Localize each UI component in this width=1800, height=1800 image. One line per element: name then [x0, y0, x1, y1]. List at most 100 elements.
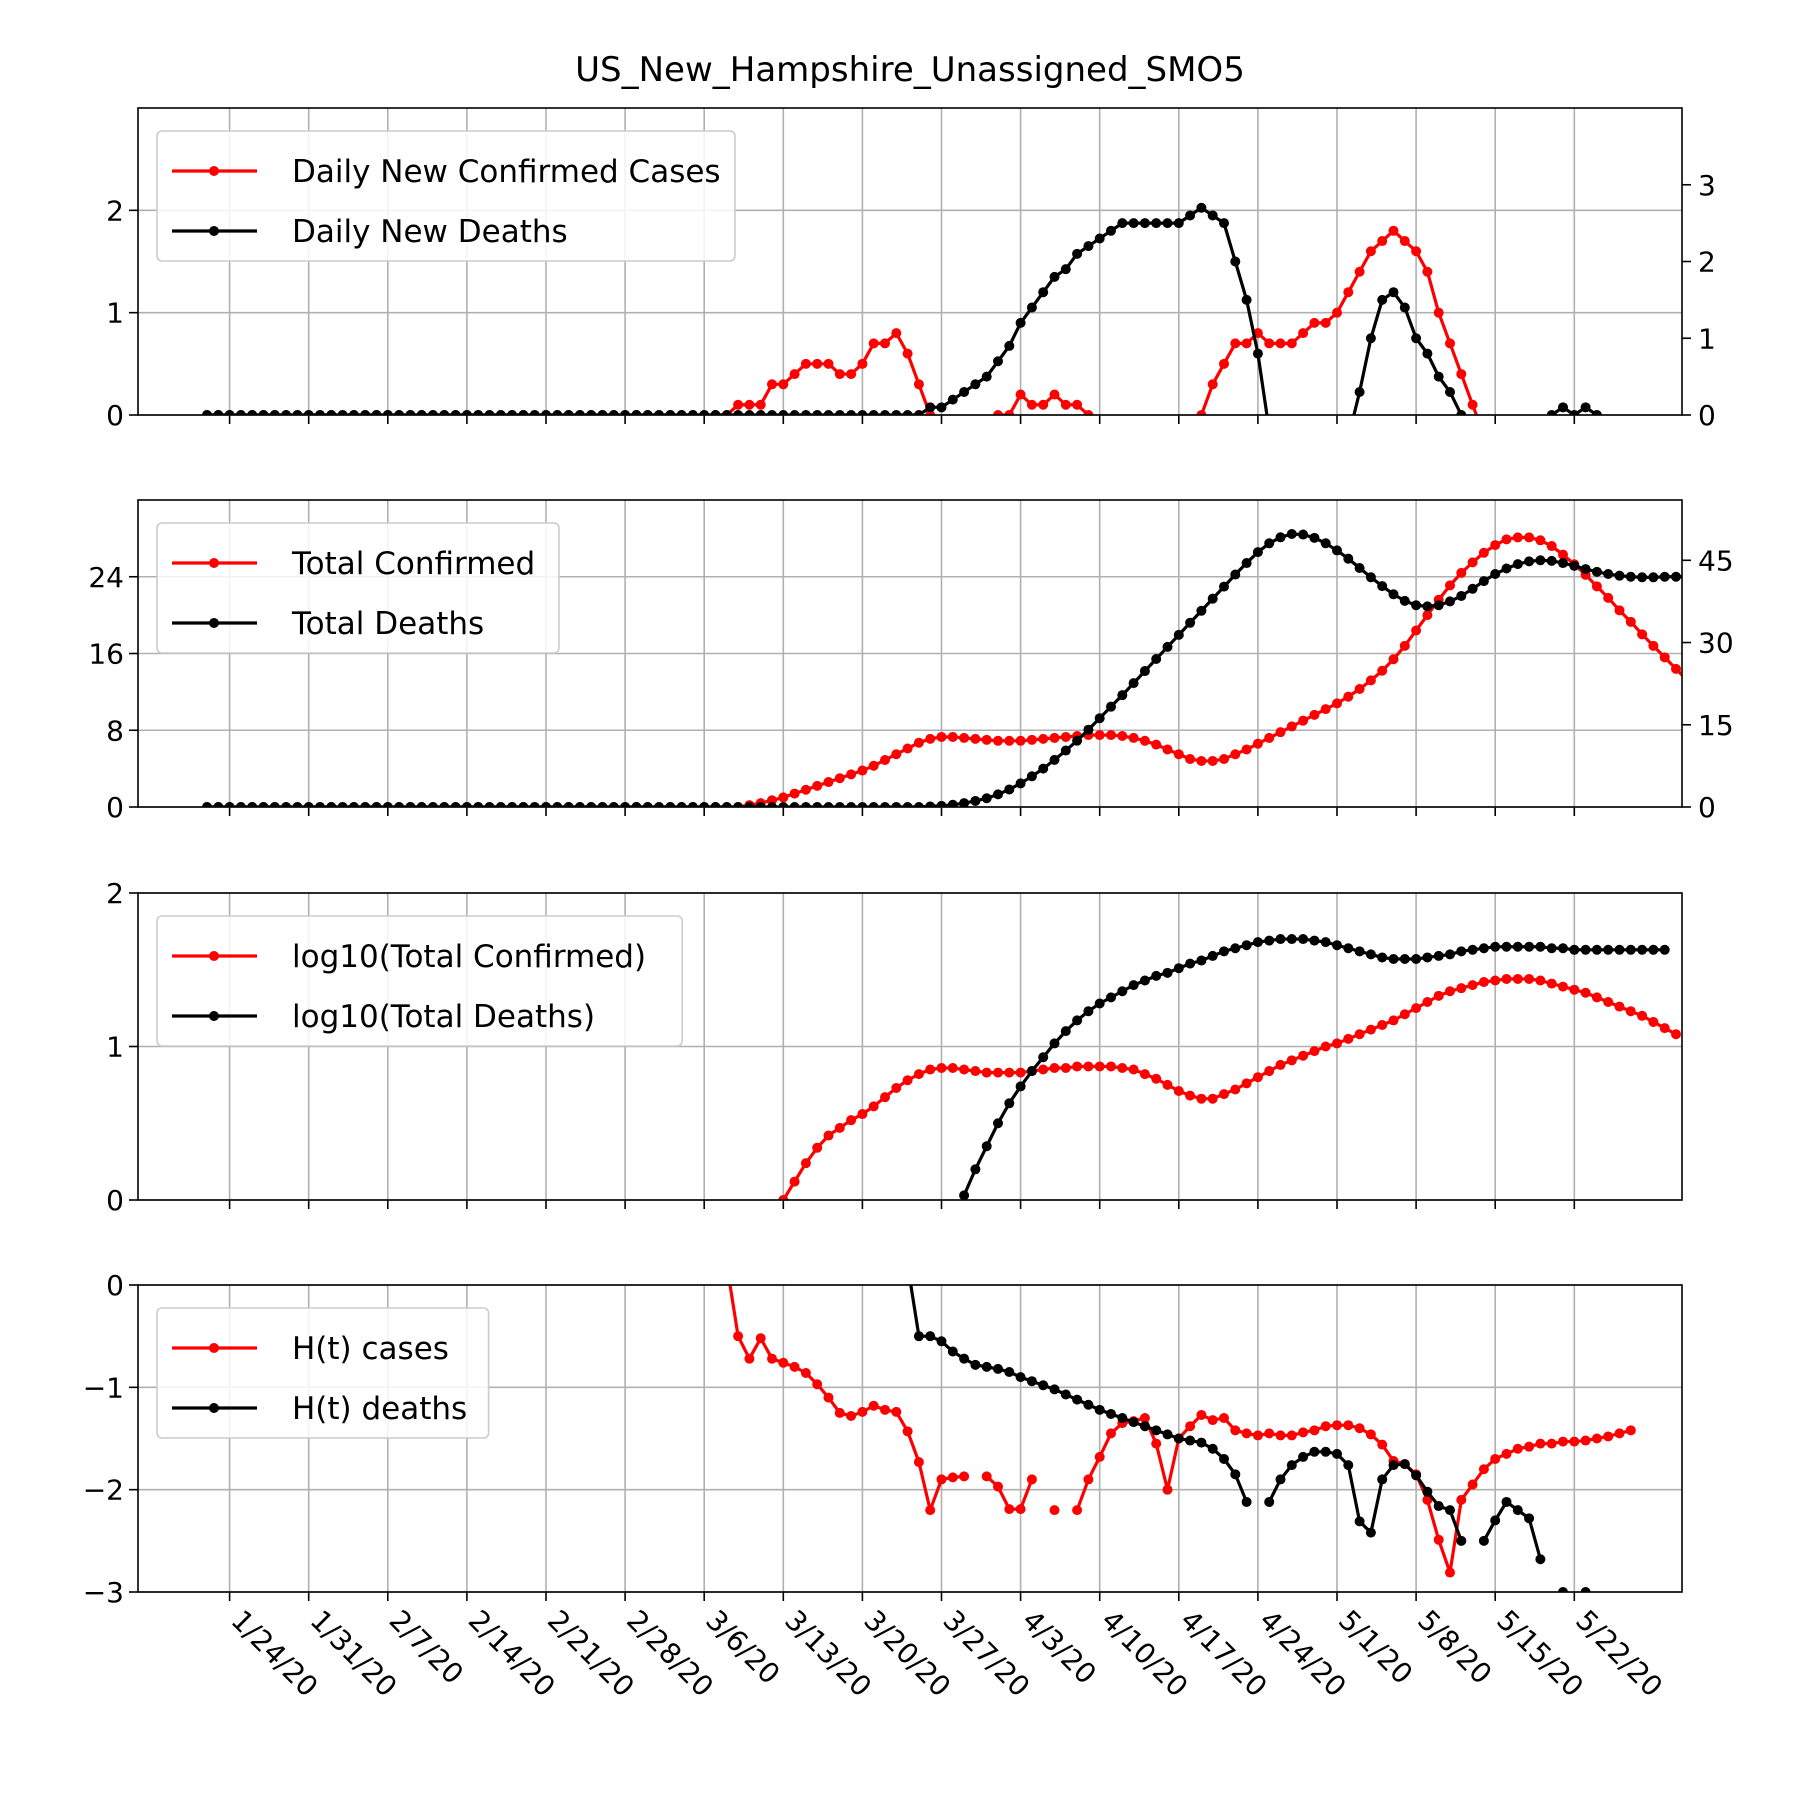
data-point	[891, 749, 902, 760]
data-point	[1128, 732, 1139, 743]
data-point	[1151, 653, 1162, 664]
data-point	[1445, 1505, 1455, 1516]
x-tick-label: 4/17/20	[1174, 1604, 1274, 1704]
data-point	[1049, 1505, 1060, 1516]
data-point	[348, 802, 359, 807]
data-point	[1445, 596, 1455, 607]
data-point	[1207, 755, 1218, 766]
data-point	[586, 410, 597, 415]
data-point	[1207, 950, 1218, 961]
data-point	[1185, 1435, 1196, 1446]
y-tick-label-left: 16	[88, 638, 124, 671]
data-point	[1399, 954, 1410, 965]
data-point	[1162, 744, 1173, 755]
data-point	[1252, 348, 1263, 359]
data-point	[1637, 629, 1648, 640]
data-point	[1128, 1417, 1139, 1428]
panel-daily-new: 0 1 2 0 1 2 3 Daily New Confirmed Cases Daily Ne…	[106, 107, 1716, 492]
data-point	[1614, 570, 1625, 581]
data-point	[507, 410, 518, 415]
data-point	[1196, 605, 1207, 616]
data-point	[1377, 665, 1388, 676]
data-point	[1275, 1059, 1286, 1070]
y-tick-label-left: 0	[106, 1184, 124, 1217]
data-point	[812, 1142, 823, 1153]
data-point	[1524, 433, 1534, 443]
plot-frame	[137, 892, 1683, 1201]
data-point	[1569, 1436, 1580, 1447]
series-red	[202, 225, 1479, 492]
data-point	[1354, 266, 1365, 277]
data-point	[1580, 944, 1591, 955]
data-point	[1682, 675, 1692, 685]
data-point	[1433, 371, 1444, 382]
data-point	[947, 1472, 958, 1483]
data-point	[1241, 294, 1252, 305]
data-point	[891, 802, 902, 807]
data-point	[1659, 652, 1670, 663]
data-point	[1433, 1534, 1444, 1545]
panel-log-totals: 0 1 2 log10(Total Confirmed) log10(Total Dea…	[106, 877, 1683, 1217]
data-point	[1659, 944, 1670, 955]
y-tick-label-left: −2	[83, 1474, 124, 1507]
data-point	[789, 1176, 800, 1187]
data-point	[1230, 943, 1241, 954]
data-point	[981, 1471, 992, 1482]
data-point	[1354, 683, 1365, 694]
data-point	[1603, 944, 1614, 955]
x-tick-labels: 1/24/201/31/202/7/202/14/202/21/202/28/2…	[225, 1604, 1669, 1704]
data-point	[1456, 1494, 1467, 1505]
data-point	[1207, 379, 1218, 390]
data-point	[326, 410, 337, 415]
data-point	[439, 802, 450, 807]
data-point	[394, 410, 405, 415]
data-point	[823, 358, 834, 369]
data-point	[642, 802, 653, 807]
data-point	[789, 410, 800, 415]
data-point	[1038, 287, 1049, 298]
data-point	[552, 802, 563, 807]
data-point	[1614, 1001, 1625, 1012]
data-point	[1151, 482, 1161, 492]
data-point	[1320, 704, 1331, 715]
data-point	[981, 371, 992, 382]
data-point	[1478, 977, 1489, 988]
plot-frame	[137, 1284, 1683, 1593]
data-point	[1252, 547, 1263, 558]
data-point	[1535, 555, 1546, 566]
data-point	[1343, 553, 1354, 564]
data-point	[778, 792, 789, 803]
data-point	[970, 430, 980, 440]
series-line	[728, 1285, 965, 1512]
data-point	[1467, 980, 1478, 991]
data-point	[620, 802, 631, 807]
data-point	[1388, 589, 1399, 600]
data-point	[1343, 943, 1354, 954]
data-point	[416, 410, 427, 415]
y-tick-label-left: 8	[106, 714, 124, 747]
data-point	[541, 410, 551, 415]
data-point	[360, 802, 371, 807]
data-point	[970, 733, 981, 744]
data-point	[1671, 663, 1681, 674]
data-point	[1694, 686, 1704, 696]
data-point	[1241, 1078, 1252, 1089]
data-point	[733, 802, 744, 807]
data-point	[1094, 1404, 1105, 1415]
data-point	[597, 410, 608, 415]
data-point	[1433, 600, 1444, 611]
data-point	[687, 410, 698, 415]
data-point	[981, 734, 992, 745]
data-point	[936, 800, 947, 807]
data-point	[733, 1331, 744, 1342]
x-tick-label: 3/13/20	[778, 1604, 878, 1704]
data-point	[868, 1101, 879, 1112]
data-point	[484, 802, 495, 807]
data-point	[970, 795, 981, 806]
data-point	[1094, 1061, 1105, 1072]
data-point	[1648, 640, 1659, 651]
data-point	[1388, 225, 1399, 236]
data-point	[1060, 1026, 1071, 1037]
data-point	[1671, 1029, 1681, 1040]
data-point	[529, 410, 540, 415]
